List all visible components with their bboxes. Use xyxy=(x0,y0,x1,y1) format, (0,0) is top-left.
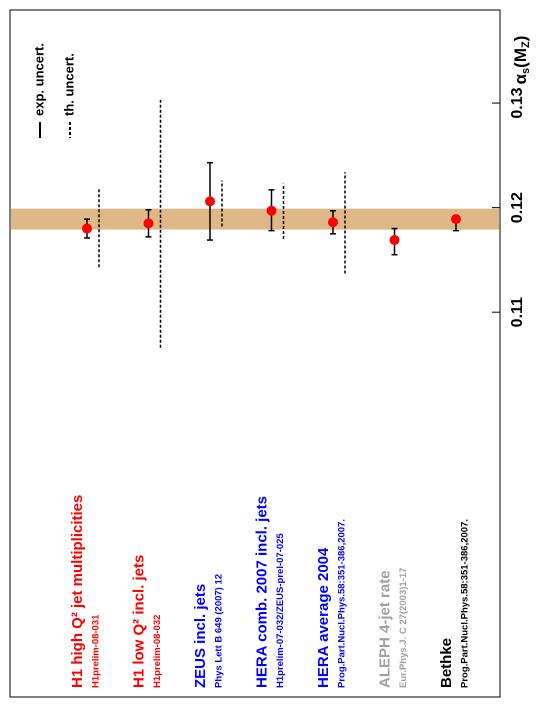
series-reference: H1prelim-08-032 xyxy=(152,615,163,688)
data-point xyxy=(143,218,154,229)
series-reference: Prog.Part.Nucl.Phys.58:351-386,2007. xyxy=(337,519,348,688)
data-point xyxy=(205,196,215,207)
frame xyxy=(9,9,501,698)
y-tick-label: 0.11 xyxy=(509,297,526,327)
series-name: HERA average 2004 xyxy=(315,547,332,688)
axis-label: αs(MZ) xyxy=(511,36,531,85)
data-point xyxy=(82,223,92,234)
series-name: H1 low Q² incl. jets xyxy=(130,555,147,688)
series-reference: Phys Lett B 649 (2007) 12 xyxy=(214,574,225,688)
axis-label-part: α xyxy=(511,73,530,84)
axis-label-part: Z xyxy=(520,41,532,48)
series-reference: Prog.Part.Nucl.Phys.58:351-386,2007. xyxy=(460,519,471,688)
series-reference: H1prelim-08-031 xyxy=(91,614,102,688)
data-point xyxy=(389,235,400,246)
series-reference: Eur.Phys.J. C 27(2003)1-17 xyxy=(398,568,409,688)
axis-label-part: (M xyxy=(511,48,530,68)
series-reference: H1prelim-07-032/ZEUS-prel-07-025 xyxy=(275,533,286,688)
data-point xyxy=(266,205,277,216)
legend-label: exp. uncert. xyxy=(31,43,46,116)
average-band xyxy=(11,208,499,230)
series-name: HERA comb. 2007 incl. jets xyxy=(253,496,270,688)
y-tick-label: 0.12 xyxy=(509,192,526,223)
series-name: ALEPH 4-jet rate xyxy=(376,570,393,688)
series-name: Bethke xyxy=(438,638,455,688)
data-point xyxy=(451,214,461,225)
data-point xyxy=(328,217,338,228)
series-name: H1 high Q² jet multiplicities xyxy=(69,495,86,688)
axis-label-part: s xyxy=(520,68,532,74)
axis-label-part: ) xyxy=(511,36,530,42)
y-tick-label: 0.13 xyxy=(509,87,526,118)
series-name: ZEUS incl. jets xyxy=(192,584,209,688)
legend-label: th. uncert. xyxy=(61,53,76,116)
